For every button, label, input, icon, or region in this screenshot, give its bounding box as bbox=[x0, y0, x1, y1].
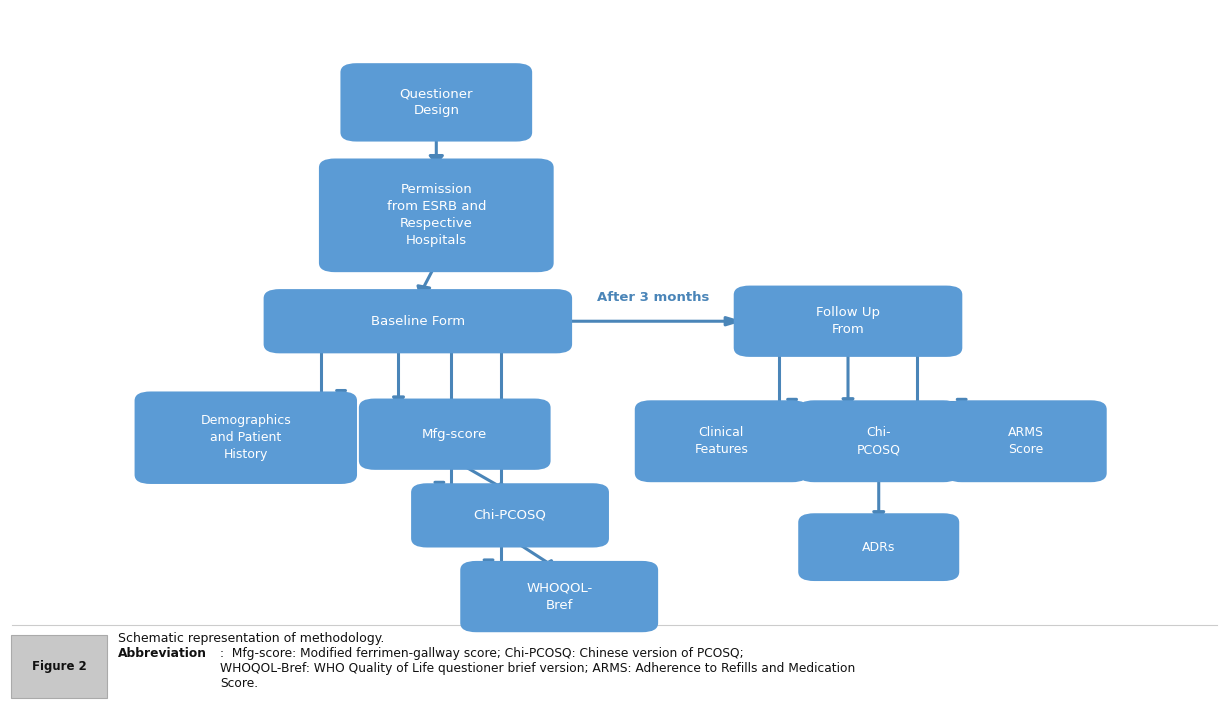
Text: Baseline Form: Baseline Form bbox=[371, 315, 465, 328]
Text: Clinical
Features: Clinical Features bbox=[694, 426, 748, 456]
Text: Abbreviation: Abbreviation bbox=[118, 647, 206, 660]
Text: ARMS
Score: ARMS Score bbox=[1008, 426, 1045, 456]
Text: After 3 months: After 3 months bbox=[597, 291, 709, 304]
Text: Permission
from ESRB and
Respective
Hospitals: Permission from ESRB and Respective Hosp… bbox=[387, 184, 485, 247]
FancyBboxPatch shape bbox=[634, 400, 809, 482]
Text: Chi-
PCOSQ: Chi- PCOSQ bbox=[857, 426, 901, 456]
FancyBboxPatch shape bbox=[359, 398, 551, 470]
Text: WHOQOL-
Bref: WHOQOL- Bref bbox=[526, 582, 592, 611]
FancyBboxPatch shape bbox=[264, 289, 573, 353]
Text: Demographics
and Patient
History: Demographics and Patient History bbox=[200, 414, 291, 461]
FancyBboxPatch shape bbox=[799, 513, 959, 581]
FancyBboxPatch shape bbox=[945, 400, 1106, 482]
FancyBboxPatch shape bbox=[135, 391, 356, 484]
Text: Mfg-score: Mfg-score bbox=[422, 428, 488, 441]
Text: Follow Up
From: Follow Up From bbox=[816, 306, 880, 336]
FancyBboxPatch shape bbox=[11, 635, 107, 698]
Text: :  Mfg-score: Modified ferrimen-gallway score; Chi-PCOSQ: Chinese version of PCO: : Mfg-score: Modified ferrimen-gallway s… bbox=[220, 647, 855, 690]
FancyBboxPatch shape bbox=[340, 64, 532, 141]
Text: Schematic representation of methodology.: Schematic representation of methodology. bbox=[118, 632, 385, 645]
Text: Figure 2: Figure 2 bbox=[32, 660, 86, 673]
FancyBboxPatch shape bbox=[734, 285, 962, 357]
Text: Chi-PCOSQ: Chi-PCOSQ bbox=[473, 509, 547, 522]
FancyBboxPatch shape bbox=[799, 400, 959, 482]
FancyBboxPatch shape bbox=[318, 159, 553, 273]
FancyBboxPatch shape bbox=[410, 483, 608, 548]
Text: Questioner
Design: Questioner Design bbox=[399, 88, 473, 117]
FancyBboxPatch shape bbox=[460, 561, 659, 633]
Text: ADRs: ADRs bbox=[862, 541, 896, 554]
